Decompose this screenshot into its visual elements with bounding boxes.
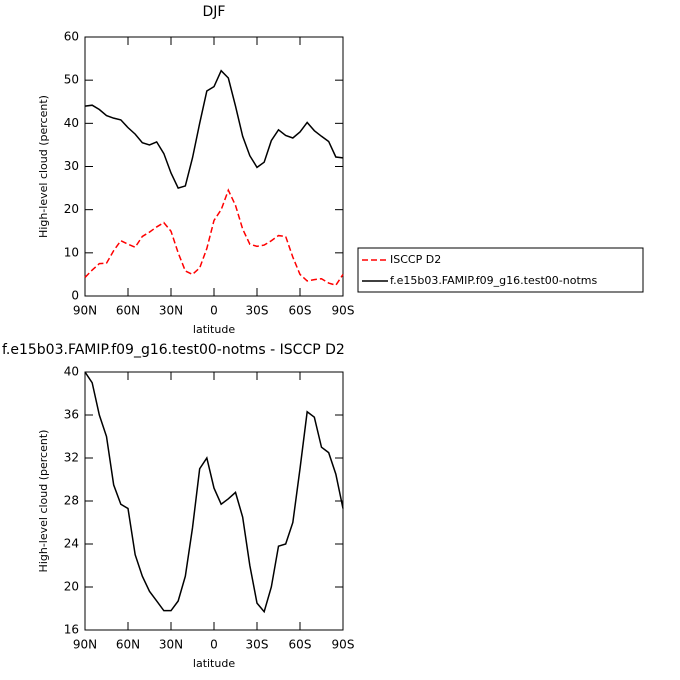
legend-label: ISCCP D2 xyxy=(390,253,441,266)
legend-box xyxy=(357,247,644,293)
x-axis-label: latitude xyxy=(193,323,235,336)
y-tick-label: 40 xyxy=(64,116,79,130)
y-tick-label: 20 xyxy=(64,202,79,216)
x-tick-label: 60S xyxy=(289,638,312,652)
line-series xyxy=(84,69,344,189)
y-tick-label: 20 xyxy=(64,580,79,594)
chart-title: f.e15b03.FAMIP.f09_g16.test00-notms - IS… xyxy=(2,342,345,358)
y-axis-label: High-level cloud (percent) xyxy=(37,95,50,238)
x-tick-label: 0 xyxy=(210,304,218,318)
x-tick-label: 60N xyxy=(116,638,140,652)
y-tick-label: 32 xyxy=(64,451,79,465)
y-tick-label: 30 xyxy=(64,159,79,173)
y-tick-label: 60 xyxy=(64,30,79,44)
chart-title: DJF xyxy=(203,4,226,20)
x-tick-label: 60N xyxy=(116,304,140,318)
y-tick-label: 50 xyxy=(64,73,79,87)
y-axis-label: High-level cloud (percent) xyxy=(37,430,50,573)
x-tick-label: 90S xyxy=(332,638,355,652)
x-tick-label: 90S xyxy=(332,304,355,318)
y-tick-label: 0 xyxy=(71,289,79,303)
x-tick-label: 60S xyxy=(289,304,312,318)
plot-frame xyxy=(84,371,344,631)
plot-frame xyxy=(84,36,344,297)
x-tick-label: 30S xyxy=(246,304,269,318)
x-tick-label: 30N xyxy=(159,304,183,318)
y-tick-label: 24 xyxy=(64,537,79,551)
line-series xyxy=(84,188,344,287)
y-tick-label: 40 xyxy=(64,365,79,379)
x-tick-label: 90N xyxy=(73,304,97,318)
x-tick-label: 0 xyxy=(210,638,218,652)
legend-label: f.e15b03.FAMIP.f09_g16.test00-notms xyxy=(390,274,597,287)
y-tick-label: 10 xyxy=(64,245,79,259)
line-series xyxy=(84,371,344,614)
x-tick-label: 90N xyxy=(73,638,97,652)
y-tick-label: 16 xyxy=(64,623,79,637)
y-tick-label: 28 xyxy=(64,494,79,508)
y-tick-label: 36 xyxy=(64,408,79,422)
x-axis-label: latitude xyxy=(193,657,235,670)
x-tick-label: 30N xyxy=(159,638,183,652)
x-tick-label: 30S xyxy=(246,638,269,652)
